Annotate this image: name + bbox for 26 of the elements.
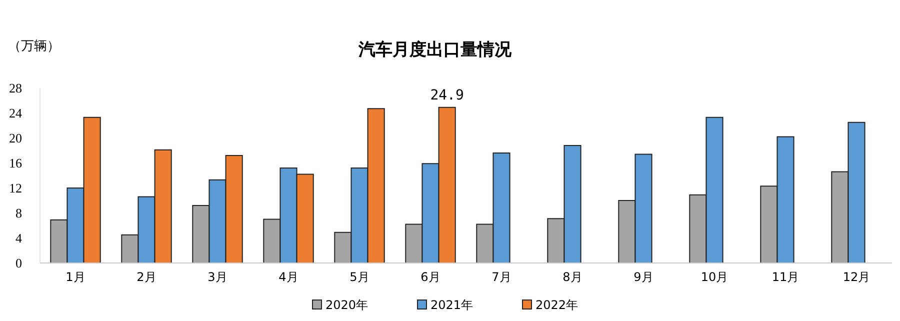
x-tick-label: 7月 <box>492 270 512 284</box>
x-tick-label: 4月 <box>278 270 298 284</box>
x-tick-label: 8月 <box>562 270 582 284</box>
y-tick-label: 4 <box>16 230 22 246</box>
y-tick-label: 20 <box>9 130 22 146</box>
y-tick-label: 16 <box>9 156 22 171</box>
x-tick-label: 1月 <box>66 270 86 284</box>
y-tick-label: 8 <box>16 206 22 221</box>
legend-label: 2020年 <box>326 298 368 312</box>
x-tick-label: 5月 <box>350 270 370 284</box>
x-tick-label: 12月 <box>842 270 870 284</box>
legend-label: 2022年 <box>536 298 578 312</box>
y-tick-label: 12 <box>9 180 22 196</box>
x-tick-label: 3月 <box>208 270 228 284</box>
y-axis-title: （万辆） <box>8 39 60 54</box>
x-tick-label: 11月 <box>772 270 800 284</box>
legend-label: 2021年 <box>430 298 474 312</box>
y-tick-label: 28 <box>9 80 22 96</box>
x-tick-label: 6月 <box>420 270 440 284</box>
y-tick-label: 24 <box>9 106 22 121</box>
x-tick-label: 10月 <box>700 270 728 284</box>
data-label: 24.9 <box>430 87 464 104</box>
x-tick-label: 9月 <box>634 270 654 284</box>
y-tick-label: 0 <box>16 256 22 271</box>
chart-title: 汽车月度出口量情况 <box>358 40 512 60</box>
x-tick-label: 2月 <box>136 270 156 284</box>
